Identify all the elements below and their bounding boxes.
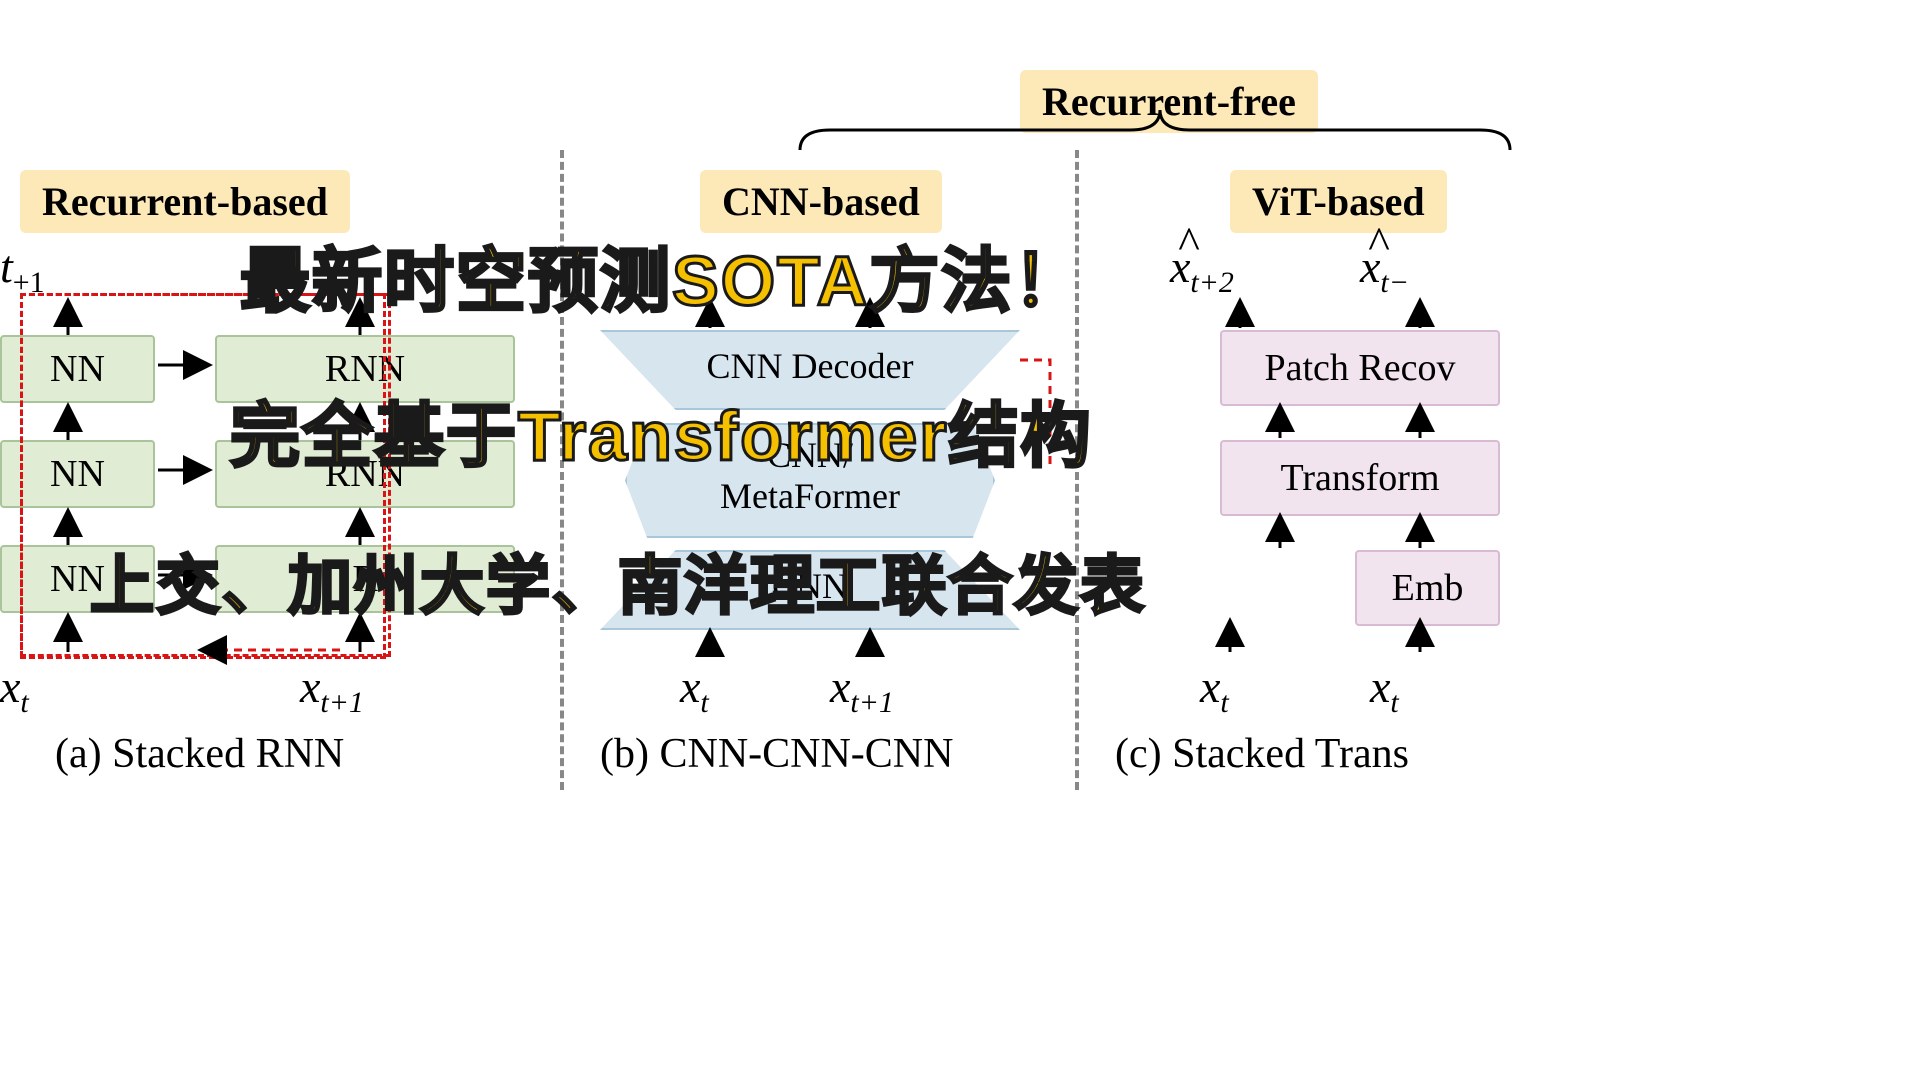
panel-a-input-xt1: xt+1 <box>300 660 364 720</box>
panel-b-input-xt: xt <box>680 660 709 720</box>
panel-b-mid-l2: MetaFormer <box>720 476 900 516</box>
overlay-line-3: 上交、加州大学、南洋理工联合发表 <box>90 535 1146 627</box>
panel-c-output-r: xt− <box>1360 240 1409 300</box>
diagram-canvas: Recurrent-free Recurrent-based CNN-based… <box>0 0 1919 1080</box>
panel-a-caption: (a) Stacked RNN <box>55 730 344 778</box>
panel-c-input-xt: xt <box>1200 660 1229 720</box>
overlay-line-1: 最新时空预测SOTA方法！ <box>240 225 1085 326</box>
panel-c-recov: Patch Recov <box>1220 330 1500 406</box>
overlay-line-2: 完全基于Transformer结构 <box>230 380 1092 481</box>
panel-b-input-xt1: xt+1 <box>830 660 894 720</box>
panel-a-input-xt: xt <box>0 660 29 720</box>
panel-c-embed: Emb <box>1355 550 1500 626</box>
panel-c-transformer: Transform <box>1220 440 1500 516</box>
panel-c-input-xt2: xt <box>1370 660 1399 720</box>
panel-c-output-l: xt+2 <box>1170 240 1234 300</box>
panel-c-caption: (c) Stacked Trans <box>1115 730 1409 778</box>
panel-a-output: t+1 <box>0 240 45 300</box>
label-cnn-based: CNN-based <box>700 170 942 233</box>
label-vit-based: ViT-based <box>1230 170 1447 233</box>
label-recurrent-free: Recurrent-free <box>1020 70 1318 133</box>
label-recurrent-based: Recurrent-based <box>20 170 350 233</box>
panel-b-caption: (b) CNN-CNN-CNN <box>600 730 953 778</box>
